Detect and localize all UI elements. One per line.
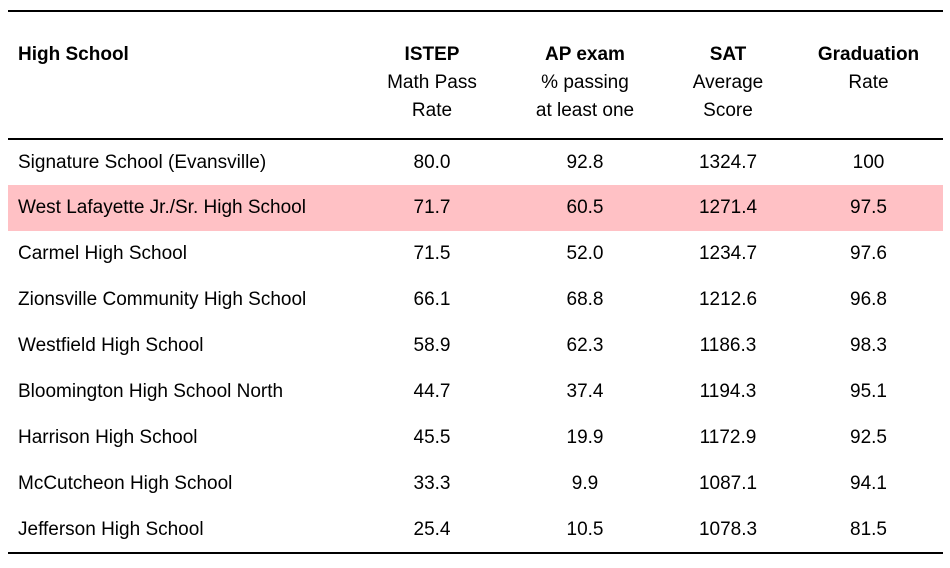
cell-graduation-rate: 92.5 (850, 427, 887, 448)
cell-school-name: Zionsville Community High School (18, 289, 307, 310)
cell-ap-exam: 9.9 (571, 473, 599, 494)
cell-school-name: Signature School (Evansville) (18, 151, 267, 173)
cell-ap-exam: 60.5 (508, 185, 662, 231)
cell-istep: 45.5 (413, 427, 451, 448)
cell-sat: 1271.4 (662, 185, 794, 231)
column-header-sat: SAT Average Score (662, 11, 794, 139)
column-header-graduation-rate: Graduation Rate (794, 11, 943, 139)
cell-graduation-rate: 96.8 (850, 289, 887, 310)
column-header-ap-exam: AP exam % passing at least one (508, 11, 662, 139)
cell-istep: 58.9 (413, 335, 451, 356)
cell-sat: 1212.6 (698, 289, 758, 310)
header-line-sub: Score (703, 100, 753, 121)
cell-sat: 1078.3 (698, 518, 758, 540)
column-header-high-school: High School (8, 11, 356, 139)
cell-istep: 66.1 (413, 289, 451, 310)
cell-school-name: Harrison High School (18, 427, 198, 448)
cell-ap-exam: 92.8 (566, 151, 604, 173)
cell-sat: 1234.7 (698, 243, 758, 264)
cell-school-name: Bloomington High School North (18, 381, 284, 402)
cell-ap-exam: 62.3 (566, 335, 604, 356)
header-line-sub: at least one (535, 100, 635, 121)
cell-school-name: West Lafayette Jr./Sr. High School (8, 185, 356, 231)
cell-istep: 25.4 (413, 518, 451, 540)
header-line-sub: % passing (541, 72, 629, 93)
table-row: Carmel High School 71.5 52.0 1234.7 97.6 (8, 231, 943, 277)
table-row-highlighted: West Lafayette Jr./Sr. High School 71.7 … (8, 185, 943, 231)
school-comparison-table: High School ISTEP Math Pass Rate AP exam… (8, 10, 943, 554)
cell-school-name: Carmel High School (18, 243, 187, 264)
cell-graduation-rate: 100 (852, 151, 885, 173)
header-line-sub: Rate (411, 100, 453, 121)
header-line-main: AP exam (545, 44, 625, 65)
header-line-sub: Math Pass (387, 72, 477, 93)
cell-istep: 71.5 (413, 243, 451, 264)
cell-sat: 1186.3 (699, 335, 757, 356)
column-header-istep: ISTEP Math Pass Rate (356, 11, 508, 139)
cell-istep: 33.3 (413, 473, 451, 494)
cell-ap-exam: 19.9 (566, 427, 604, 448)
cell-graduation-rate: 94.1 (850, 473, 887, 494)
table-row: Harrison High School 45.5 19.9 1172.9 92… (8, 415, 943, 461)
table-row: Signature School (Evansville) 80.0 92.8 … (8, 139, 943, 185)
table-row: Jefferson High School 25.4 10.5 1078.3 8… (8, 507, 943, 553)
cell-istep: 71.7 (356, 185, 508, 231)
cell-school-name: Westfield High School (18, 335, 204, 356)
cell-ap-exam: 52.0 (566, 243, 604, 264)
table-row: Westfield High School 58.9 62.3 1186.3 9… (8, 323, 943, 369)
header-line-main: ISTEP (404, 44, 460, 65)
cell-sat: 1172.9 (699, 427, 757, 448)
school-comparison-table-container: High School ISTEP Math Pass Rate AP exam… (8, 10, 943, 554)
cell-graduation-rate: 97.5 (794, 185, 943, 231)
cell-sat: 1087.1 (698, 473, 758, 494)
cell-istep: 80.0 (413, 151, 451, 173)
cell-graduation-rate: 98.3 (850, 335, 887, 356)
cell-ap-exam: 37.4 (566, 381, 604, 402)
cell-graduation-rate: 95.1 (850, 381, 887, 402)
header-line-sub: Average (692, 72, 764, 93)
cell-sat: 1324.7 (698, 151, 758, 173)
cell-ap-exam: 10.5 (566, 518, 604, 540)
table-row: Zionsville Community High School 66.1 68… (8, 277, 943, 323)
cell-sat: 1194.3 (699, 381, 757, 402)
cell-ap-exam: 68.8 (566, 289, 604, 310)
cell-school-name: McCutcheon High School (18, 473, 233, 494)
table-row: Bloomington High School North 44.7 37.4 … (8, 369, 943, 415)
header-line-sub: Rate (848, 72, 889, 93)
cell-graduation-rate: 97.6 (850, 243, 887, 264)
cell-istep: 44.7 (413, 381, 451, 402)
table-header: High School ISTEP Math Pass Rate AP exam… (8, 11, 943, 139)
table-body: Signature School (Evansville) 80.0 92.8 … (8, 139, 943, 553)
header-line-main: High School (18, 44, 129, 65)
header-line-main: Graduation (817, 44, 920, 65)
header-row: High School ISTEP Math Pass Rate AP exam… (8, 11, 943, 139)
cell-graduation-rate: 81.5 (850, 518, 887, 540)
table-row: McCutcheon High School 33.3 9.9 1087.1 9… (8, 461, 943, 507)
header-line-main: SAT (709, 44, 747, 65)
cell-school-name: Jefferson High School (18, 518, 204, 540)
